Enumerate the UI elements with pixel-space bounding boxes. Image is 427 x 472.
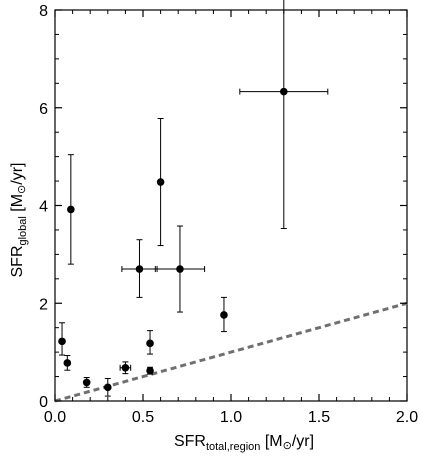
y-tick-label: 2 bbox=[39, 296, 48, 313]
data-point bbox=[135, 265, 144, 273]
data-point bbox=[63, 359, 72, 367]
data-point-group bbox=[82, 377, 91, 388]
data-point-group bbox=[154, 225, 206, 313]
y-tick-label: 8 bbox=[39, 3, 48, 20]
data-point bbox=[220, 311, 228, 319]
ticks-layer: 0.0 0.5 1.0 1.5 2.0 0 2 4 6 8 bbox=[39, 3, 418, 426]
data-point-group bbox=[104, 378, 112, 397]
data-point bbox=[146, 339, 154, 348]
x-tick-label: 0.0 bbox=[44, 409, 66, 426]
data-point-group bbox=[146, 330, 154, 355]
reference-line-layer bbox=[54, 301, 408, 403]
x-tick-label: 2.0 bbox=[396, 409, 418, 426]
data-point bbox=[104, 383, 112, 392]
data-point-group bbox=[67, 154, 75, 265]
plot-frame bbox=[54, 9, 408, 402]
y-axis-label: SFRglobal [M⊙/yr] bbox=[9, 162, 29, 277]
data-point-group bbox=[119, 361, 132, 375]
data-point-group bbox=[220, 296, 228, 333]
data-point-group bbox=[146, 366, 154, 375]
x-tick-label: 1.5 bbox=[308, 409, 330, 426]
points-layer bbox=[58, 0, 329, 397]
data-point bbox=[67, 205, 75, 214]
data-point bbox=[146, 366, 154, 375]
data-point bbox=[121, 363, 130, 372]
y-tick-label: 0 bbox=[39, 394, 48, 411]
data-point-group bbox=[63, 355, 72, 371]
x-tick-label: 0.5 bbox=[132, 409, 154, 426]
data-point bbox=[176, 265, 184, 273]
data-point bbox=[58, 337, 66, 346]
x-axis-label: SFRtotal,region [M⊙/yr] bbox=[174, 433, 314, 453]
data-point bbox=[280, 87, 288, 96]
data-point-group bbox=[121, 239, 158, 298]
data-point-group bbox=[156, 118, 165, 247]
x-tick-label: 1.0 bbox=[220, 409, 242, 426]
data-point-group bbox=[58, 322, 66, 356]
data-point bbox=[82, 378, 91, 387]
data-point-group bbox=[239, 0, 329, 229]
y-tick-label: 6 bbox=[39, 101, 48, 118]
reference-line bbox=[54, 301, 408, 403]
data-point bbox=[156, 178, 165, 186]
y-tick-label: 4 bbox=[39, 199, 48, 216]
